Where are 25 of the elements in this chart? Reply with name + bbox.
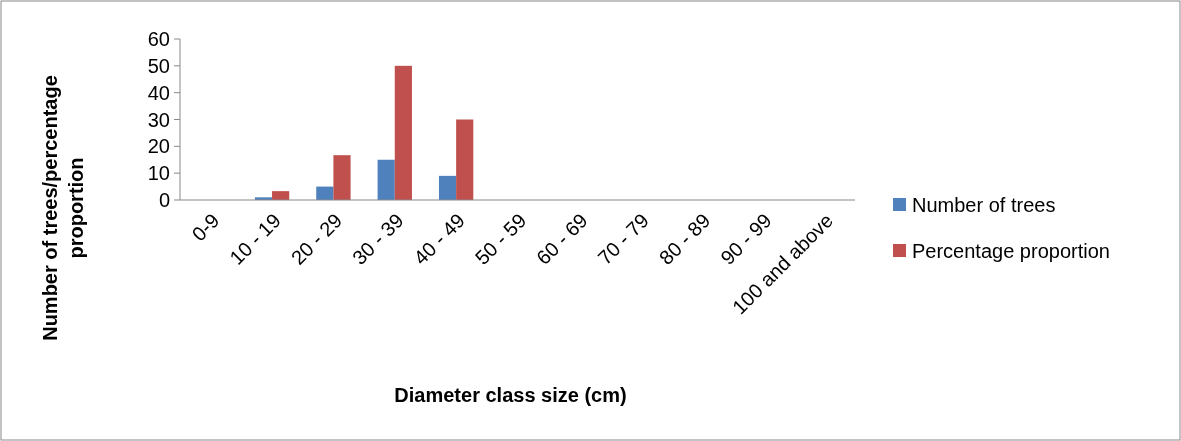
y-tick-label: 30 — [147, 108, 170, 131]
bar — [438, 175, 457, 200]
bar — [377, 159, 395, 200]
x-tick-label: 0-9 — [187, 209, 224, 246]
bar — [333, 155, 351, 200]
x-tick-label: 30 - 39 — [348, 209, 408, 269]
x-tick-label: 60 - 69 — [532, 209, 592, 269]
x-tick-label: 70 - 79 — [593, 209, 654, 269]
y-tick-label: 50 — [147, 54, 170, 77]
legend-label: Number of trees — [912, 194, 1056, 216]
bar — [456, 119, 474, 200]
legend-label: Percentage proportion — [912, 240, 1110, 262]
x-tick-label: 20 - 29 — [286, 209, 347, 269]
x-tick-label: 10 - 19 — [225, 209, 285, 269]
bar — [394, 65, 412, 200]
y-tick-label: 10 — [147, 162, 170, 185]
x-tick-label: 50 - 59 — [470, 209, 531, 269]
y-tick-label: 0 — [158, 189, 170, 211]
y-tick-label: 40 — [147, 81, 170, 104]
y-tick-label: 20 — [147, 135, 170, 158]
x-tick-label: 80 - 89 — [654, 209, 715, 269]
y-axis-title: Number of trees/percentage proportion — [39, 75, 87, 341]
x-axis-title: Diameter class size (cm) — [394, 384, 627, 406]
y-tick-label: 60 — [147, 28, 170, 50]
x-tick-label: 40 - 49 — [409, 209, 469, 269]
